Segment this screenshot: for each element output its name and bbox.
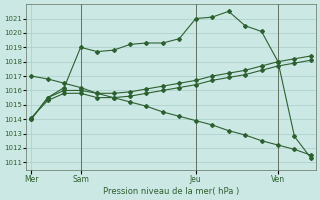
X-axis label: Pression niveau de la mer( hPa ): Pression niveau de la mer( hPa ) [103, 187, 239, 196]
